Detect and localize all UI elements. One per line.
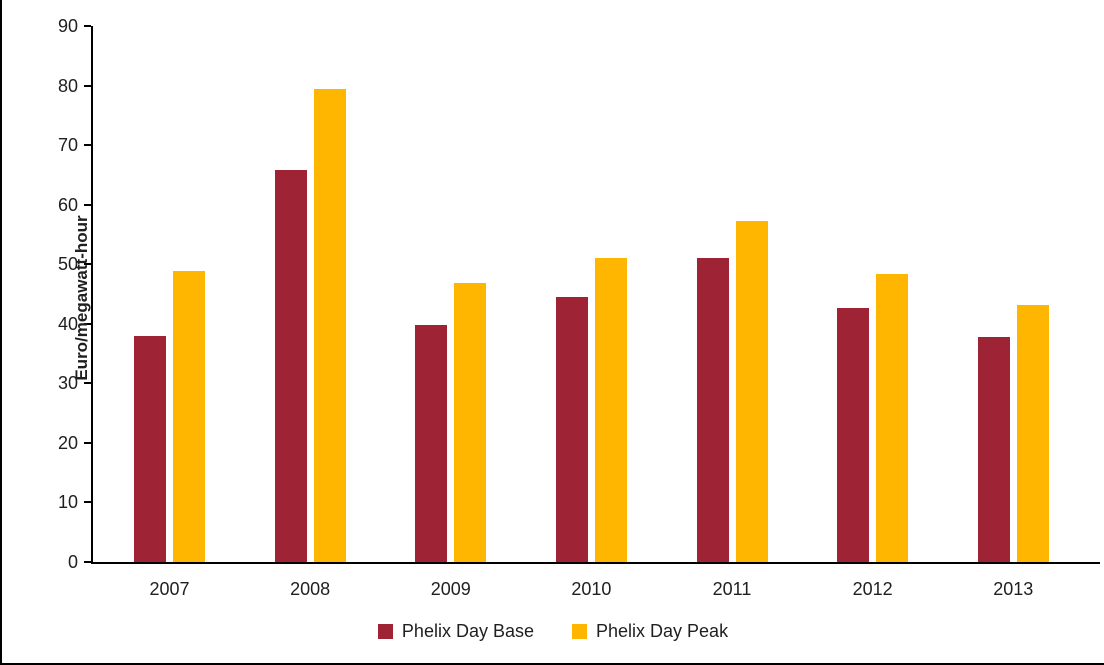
y-axis-title: Euro/megawatt-hour [72, 215, 91, 381]
y-axis-tick [84, 203, 91, 206]
y-axis-tick-label: 80 [57, 75, 78, 96]
y-axis-tick-label: 20 [57, 432, 78, 453]
y-axis-tick [84, 25, 91, 27]
y-axis-tick-label: 10 [57, 492, 78, 513]
legend-item-peak: Phelix Day Peak [572, 620, 728, 642]
bar-phelix-day-base-2008 [274, 169, 307, 562]
bar-phelix-day-peak-2007 [173, 271, 205, 562]
y-axis-tick [84, 322, 91, 325]
legend-swatch-peak-icon [572, 623, 587, 639]
bar-phelix-day-peak-2009 [454, 283, 487, 562]
x-axis-category-label: 2008 [290, 579, 331, 599]
legend-label-peak: Phelix Day Peak [596, 621, 729, 641]
y-axis-tick [84, 382, 91, 385]
y-axis-tick [84, 561, 91, 563]
x-axis-category-label: 2013 [993, 579, 1034, 599]
y-axis-tick [84, 144, 91, 147]
y-axis-tick-label: 30 [57, 373, 78, 394]
bar-phelix-day-base-2007 [134, 335, 166, 562]
bar-phelix-day-peak-2013 [1016, 305, 1049, 562]
y-axis-tick [84, 501, 91, 504]
x-axis-category-label: 2010 [571, 579, 612, 599]
x-axis-category-label: 2007 [149, 579, 190, 599]
bar-phelix-day-peak-2012 [876, 273, 909, 562]
bar-phelix-day-peak-2011 [735, 221, 768, 562]
legend-label-base: Phelix Day Base [401, 621, 534, 641]
x-axis-line [91, 562, 1100, 564]
x-axis-category-label: 2011 [712, 579, 752, 599]
bar-phelix-day-peak-2008 [313, 88, 346, 562]
chart-legend: Phelix Day Base Phelix Day Peak [2, 620, 1104, 642]
y-axis-tick-label: 0 [67, 552, 78, 572]
y-axis-tick-label: 70 [57, 135, 78, 156]
y-axis-tick [84, 84, 91, 87]
bar-phelix-day-base-2009 [415, 324, 448, 562]
legend-swatch-base-icon [377, 623, 393, 639]
bar-phelix-day-base-2012 [837, 308, 870, 562]
bar-phelix-day-peak-2010 [594, 258, 627, 562]
y-axis-tick-label: 50 [57, 254, 78, 275]
y-axis-tick [84, 441, 91, 444]
y-axis-tick-label: 60 [57, 194, 78, 215]
bar-phelix-day-base-2011 [696, 257, 729, 562]
y-axis-tick [84, 263, 91, 266]
bar-phelix-day-base-2010 [555, 296, 588, 562]
bar-phelix-day-base-2013 [977, 336, 1010, 562]
x-axis-category-label: 2009 [430, 579, 471, 599]
y-axis-tick-label: 40 [57, 313, 78, 334]
y-axis-line [91, 26, 93, 563]
legend-item-base: Phelix Day Base [377, 620, 534, 642]
y-axis-tick-label: 90 [57, 16, 78, 36]
x-axis-category-label: 2012 [852, 579, 893, 599]
